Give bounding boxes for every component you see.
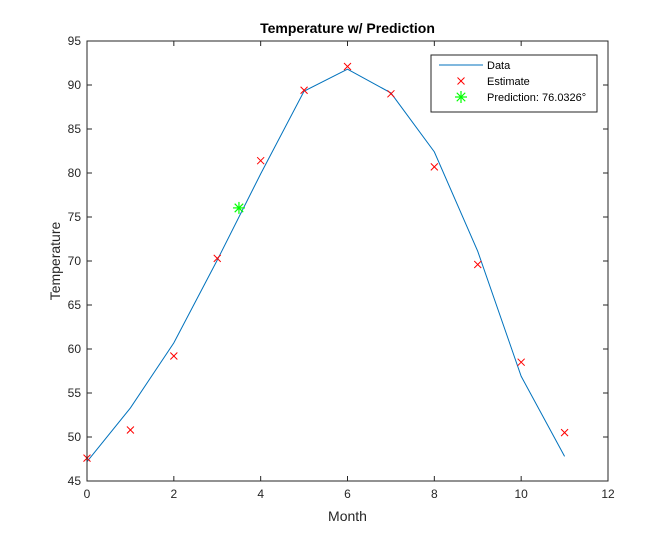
- y-tick-label: 95: [68, 34, 82, 48]
- y-tick-label: 75: [68, 210, 82, 224]
- estimate-point: [169, 352, 178, 360]
- estimate-point: [473, 260, 482, 269]
- series-layer: [83, 62, 569, 462]
- plot-area: [87, 41, 608, 481]
- y-tick-label: 55: [68, 386, 82, 400]
- y-tick-label: 50: [68, 430, 82, 444]
- y-tick-label: 45: [68, 474, 82, 488]
- x-tick-label: 8: [431, 487, 438, 501]
- x-tick-label: 4: [257, 487, 264, 501]
- estimate-point: [517, 358, 526, 367]
- y-tick-label: 65: [68, 298, 82, 312]
- y-tick-label: 90: [68, 78, 82, 92]
- x-tick-label: 12: [601, 487, 615, 501]
- legend: Data Estimate Prediction: 76.0326°: [430, 54, 598, 113]
- chart-title: Temperature w/ Prediction: [260, 20, 435, 36]
- estimate-point: [213, 254, 222, 263]
- series-line-data: [86, 68, 566, 462]
- x-tick-label: 6: [344, 487, 351, 501]
- legend-label: Estimate: [487, 76, 530, 88]
- legend-label: Data: [487, 60, 511, 72]
- y-tick-label: 85: [68, 122, 82, 136]
- axes-layer: 0 2 4 6 8 10 12 45 50 55 60 65 70 75 80 85 90 95: [68, 34, 615, 501]
- x-tick-label: 10: [514, 487, 528, 501]
- estimate-point: [300, 86, 308, 95]
- x-tick-label: 0: [84, 487, 91, 501]
- x-tick-label: 2: [170, 487, 177, 501]
- legend-label: Prediction: 76.0326°: [487, 92, 586, 104]
- y-tick-label: 70: [68, 254, 82, 268]
- legend-symbol-star: [455, 91, 467, 103]
- y-tick-label: 60: [68, 342, 82, 356]
- estimate-point: [430, 162, 439, 171]
- y-tick-label: 80: [68, 166, 82, 180]
- estimate-point: [126, 426, 135, 434]
- estimate-point: [560, 428, 569, 437]
- estimate-point: [256, 156, 265, 165]
- estimate-point: [387, 89, 395, 98]
- y-axis-label: Temperature: [47, 221, 63, 300]
- legend-symbol-x: [457, 77, 465, 85]
- x-axis-label: Month: [328, 508, 367, 524]
- estimate-point: [343, 62, 352, 71]
- prediction-point: [232, 201, 245, 214]
